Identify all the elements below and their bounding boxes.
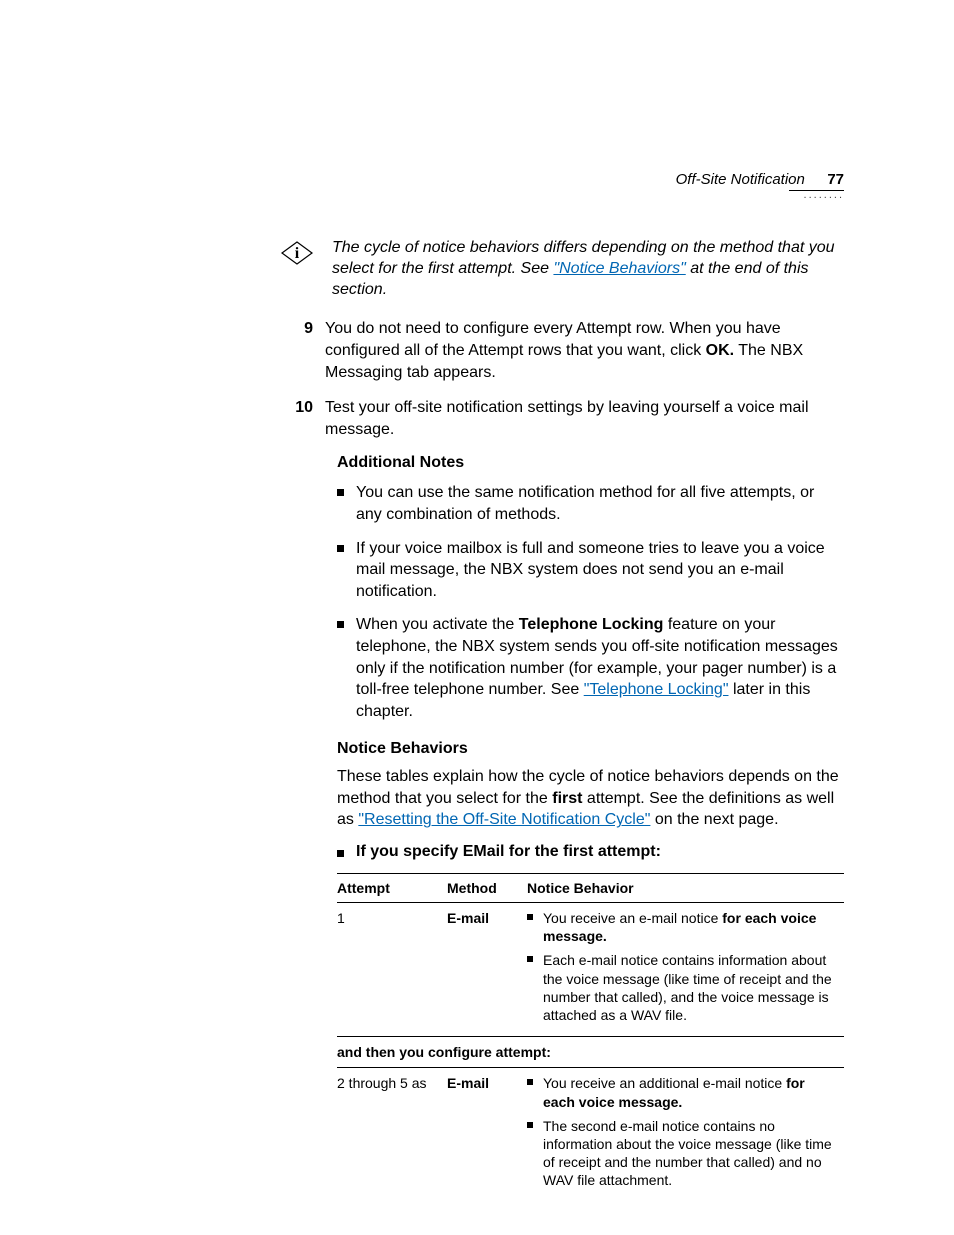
note-3-pre: When you activate the (356, 616, 519, 633)
notice-behavior-table: Attempt Method Notice Behavior 1 E-mail … (337, 873, 844, 1201)
notice-behaviors-link[interactable]: "Notice Behaviors" (553, 260, 685, 277)
svg-text:i: i (295, 245, 300, 262)
bullet-icon (337, 545, 344, 552)
nb-para-bold: first (552, 790, 582, 807)
cell-attempt-1: 1 (337, 903, 447, 1037)
info-note-mid: attempt. See (454, 260, 554, 277)
note-1-body: You can use the same notification method… (356, 482, 844, 525)
bullet-icon (527, 1122, 533, 1128)
list-item: You can use the same notification method… (337, 482, 844, 525)
step-10: 10 Test your off-site notification setti… (110, 397, 844, 440)
bullet-icon (527, 914, 533, 920)
page-content: i The cycle of notice behaviors differs … (110, 238, 844, 1202)
note-2-body: If your voice mailbox is full and someon… (356, 538, 844, 603)
page-header: Off-Site Notification 77 ........ (644, 170, 844, 201)
b2a-pre: You receive an additional e-mail notice (543, 1075, 786, 1091)
table-intro-text: If you specify EMail for the first attem… (356, 843, 661, 861)
table-row: 2 through 5 as E-mail You receive an add… (337, 1068, 844, 1202)
notice-behaviors-para: These tables explain how the cycle of no… (337, 766, 844, 831)
note-3-bold: Telephone Locking (519, 616, 664, 633)
info-note-bold: first (428, 260, 454, 277)
step-10-body: Test your off-site notification settings… (325, 397, 844, 440)
behavior-1a: You receive an e-mail notice for each vo… (543, 909, 836, 945)
cell-method-1: E-mail (447, 903, 527, 1037)
step-9-bold: OK. (706, 342, 734, 359)
cell-behavior-2: You receive an additional e-mail notice … (527, 1068, 844, 1202)
header-section-title: Off-Site Notification (676, 171, 805, 188)
th-method: Method (447, 874, 527, 903)
notice-behaviors-heading: Notice Behaviors (337, 740, 844, 758)
bullet-icon (337, 621, 344, 628)
resetting-cycle-link[interactable]: "Resetting the Off-Site Notification Cyc… (358, 811, 650, 828)
table-separator-row: and then you configure attempt: (337, 1037, 844, 1068)
note-3-body: When you activate the Telephone Locking … (356, 614, 844, 722)
cell-behavior-1: You receive an e-mail notice for each vo… (527, 903, 844, 1037)
th-behavior: Notice Behavior (527, 874, 844, 903)
step-9-number: 9 (110, 318, 325, 383)
table-header-row: Attempt Method Notice Behavior (337, 874, 844, 903)
additional-notes-heading: Additional Notes (337, 454, 844, 472)
telephone-locking-link[interactable]: "Telephone Locking" (584, 681, 729, 698)
table-row: 1 E-mail You receive an e-mail notice fo… (337, 903, 844, 1037)
behavior-1b: Each e-mail notice contains information … (543, 951, 836, 1024)
header-dots: ........ (644, 189, 844, 201)
additional-notes-list: You can use the same notification method… (337, 482, 844, 722)
list-item: If your voice mailbox is full and someon… (337, 538, 844, 603)
step-9: 9 You do not need to configure every Att… (110, 318, 844, 383)
cell-method-2: E-mail (447, 1068, 527, 1202)
table-intro-row: If you specify EMail for the first attem… (337, 843, 844, 861)
bullet-icon (527, 1079, 533, 1085)
info-note: i The cycle of notice behaviors differs … (110, 238, 844, 300)
b1a-pre: You receive an e-mail notice (543, 910, 722, 926)
behavior-2a: You receive an additional e-mail notice … (543, 1074, 836, 1110)
nb-para-post: on the next page. (650, 811, 778, 828)
list-item: When you activate the Telephone Locking … (337, 614, 844, 722)
separator-label: and then you configure attempt: (337, 1037, 844, 1068)
info-icon: i (280, 240, 314, 271)
behavior-2b: The second e-mail notice contains no inf… (543, 1117, 836, 1190)
bullet-icon (337, 850, 344, 857)
step-9-body: You do not need to configure every Attem… (325, 318, 844, 383)
step-10-number: 10 (110, 397, 325, 440)
bullet-icon (337, 489, 344, 496)
cell-attempt-2: 2 through 5 as (337, 1068, 447, 1202)
bullet-icon (527, 956, 533, 962)
header-page-number: 77 (827, 171, 844, 188)
th-attempt: Attempt (337, 874, 447, 903)
info-note-text: The cycle of notice behaviors differs de… (332, 238, 844, 300)
